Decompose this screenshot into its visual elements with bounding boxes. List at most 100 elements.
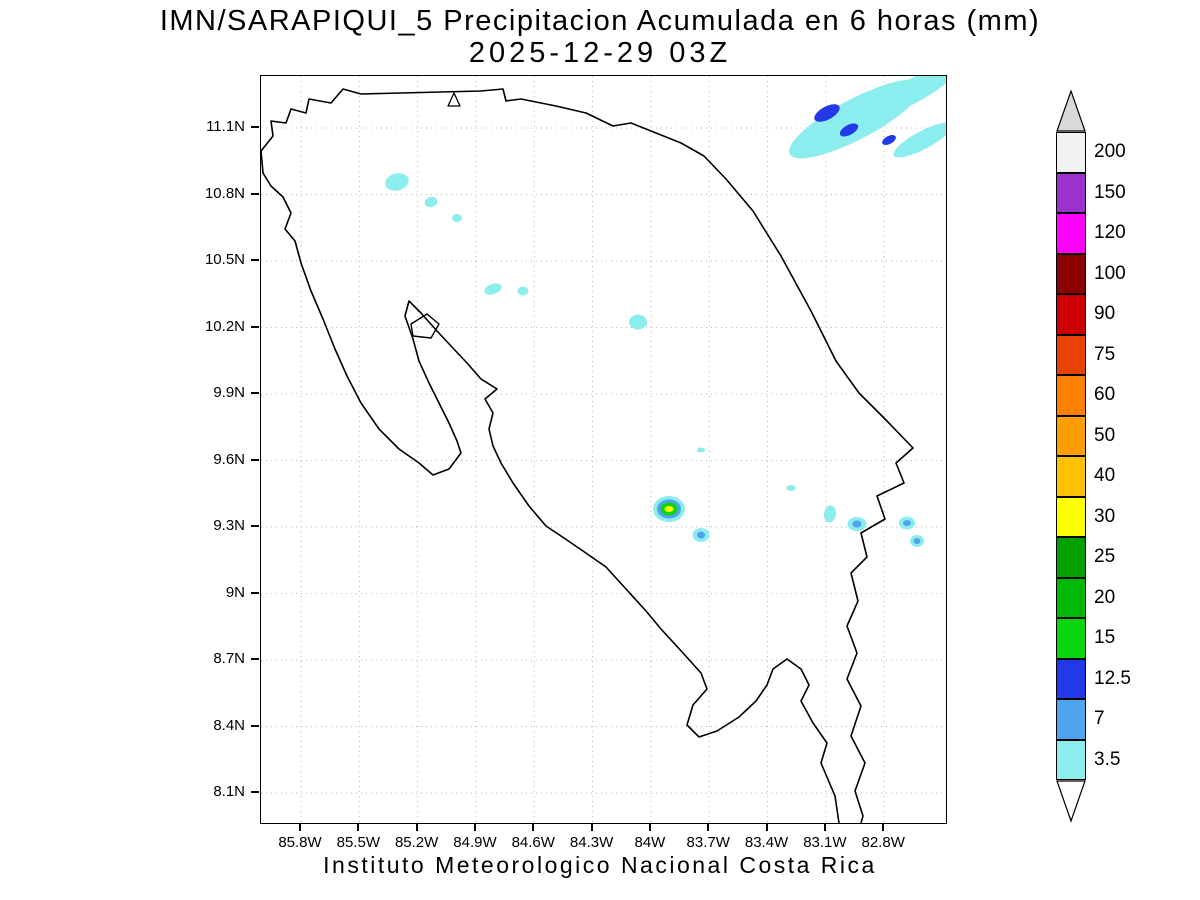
x-tick-label: 82.8W (861, 834, 905, 851)
x-axis-tick (765, 823, 768, 831)
colorbar-top-triangle (1056, 90, 1086, 132)
y-axis-tick (251, 724, 259, 727)
colorbar-cell-75 (1056, 334, 1086, 375)
colorbar-label: 150 (1094, 181, 1126, 203)
x-tick-label: 84W (634, 834, 666, 851)
colorbar-label: 120 (1094, 222, 1126, 244)
y-tick-label: 11.1N (206, 118, 245, 135)
colorbar-cell-200 (1056, 132, 1086, 173)
colorbar-label: 90 (1094, 303, 1116, 325)
x-tick-label: 83.4W (744, 834, 789, 851)
y-tick-label: 10.8N (204, 184, 245, 202)
colorbar-label: 15 (1094, 627, 1116, 649)
colorbar-label: 60 (1094, 384, 1116, 406)
y-tick-label: 9.9N (213, 384, 245, 402)
chart-subtitle: 2025-12-29 03Z (468, 37, 732, 69)
x-tick-label: 85.8W (278, 834, 322, 851)
colorbar-cell-20 (1056, 577, 1086, 618)
colorbar-cell-150 (1056, 172, 1086, 213)
colorbar-cell-100 (1056, 253, 1086, 294)
colorbar-label: 20 (1094, 586, 1116, 608)
precip-blob-level-3.5 (385, 173, 409, 191)
precip-blob-level-3.5 (823, 505, 837, 523)
y-axis-tick (251, 192, 259, 195)
y-tick-label: 9.3N (213, 517, 245, 535)
grid-layer (261, 76, 946, 823)
colorbar-label: 200 (1094, 141, 1126, 163)
y-axis-tick (251, 126, 259, 128)
colorbar-label: 25 (1094, 546, 1116, 568)
coastline-layer (261, 88, 914, 823)
y-tick-label: 8.7N (213, 650, 245, 668)
colorbar-label: 30 (1094, 505, 1116, 527)
precip-blob-level-12.5 (814, 104, 840, 122)
y-axis-tick (251, 791, 259, 794)
x-axis-tick (415, 823, 418, 831)
costa-rica-coastline (261, 88, 914, 823)
x-axis-tick (648, 823, 651, 831)
precip-blob-level-12.5 (882, 135, 896, 145)
colorbar-cell-7 (1056, 699, 1086, 740)
border-triangle-marker (447, 92, 461, 107)
isla-chira-outline (410, 313, 440, 339)
y-axis-tick (251, 658, 259, 661)
y-tick-label: 8.4N (213, 716, 245, 734)
y-axis-tick (251, 591, 259, 594)
colorbar-label: 50 (1094, 424, 1116, 446)
colorbar-cell-90 (1056, 294, 1086, 335)
precip-blob-level-7 (852, 520, 862, 528)
precipitation-layer (385, 76, 946, 547)
map-plot-area (260, 75, 947, 824)
x-tick-label: 84.6W (511, 834, 555, 851)
y-tick-label: 8.1N (213, 783, 245, 801)
y-tick-label: 10.5N (204, 251, 245, 269)
precip-blob-level-3.5 (786, 485, 796, 491)
precip-blob-level-3.5 (517, 286, 529, 296)
y-tick-label: 9.6N (213, 450, 245, 468)
x-axis-tick (473, 823, 476, 831)
x-tick-label: 85.2W (394, 834, 439, 851)
colorbar-label: 7 (1094, 708, 1105, 730)
precip-blob-level-3.5 (866, 76, 946, 118)
precip-blob-level-7 (697, 531, 705, 539)
colorbar-cell-3.5 (1056, 739, 1086, 780)
y-tick-label: 9N (225, 583, 245, 601)
y-axis-tick (251, 458, 259, 461)
x-tick-label: 83.7W (686, 834, 730, 851)
precip-blob-level-3.5 (893, 122, 946, 158)
colorbar-cell-40 (1056, 456, 1086, 497)
colorbar-bottom-triangle (1056, 780, 1086, 823)
colorbar-cell-120 (1056, 213, 1086, 254)
y-tick-label: 10.2N (204, 317, 245, 335)
precip-blob-level-3.5 (424, 196, 438, 208)
colorbar-cell-30 (1056, 496, 1086, 537)
x-axis-tick (299, 823, 301, 831)
precip-blob-level-7 (913, 538, 921, 544)
chart-title: IMN/SARAPIQUI_5 Precipitacion Acumulada … (159, 5, 1041, 37)
y-axis-tick (251, 325, 259, 328)
colorbar-cell-50 (1056, 415, 1086, 456)
precip-blob-level-3.5 (629, 314, 647, 330)
precip-blob-level-30 (664, 506, 674, 512)
x-tick-label: 85.5W (336, 834, 380, 851)
colorbar-label: 40 (1094, 465, 1116, 487)
colorbar-label: 75 (1094, 343, 1116, 365)
colorbar-cells (1056, 132, 1086, 780)
precip-blob-level-7 (903, 520, 911, 526)
x-tick-label: 84.3W (569, 834, 614, 851)
x-axis-tick (882, 823, 885, 831)
y-axis-tick (251, 525, 259, 528)
colorbar-label: 3.5 (1094, 748, 1121, 770)
x-tick-label: 84.9W (453, 834, 497, 851)
colorbar-cell-15 (1056, 618, 1086, 659)
precip-blob-level-3.5 (452, 214, 462, 222)
precip-blob-level-3.5 (484, 283, 502, 295)
x-axis-tick (823, 823, 826, 831)
x-axis-tick (357, 823, 360, 831)
precip-blob-level-12.5 (839, 123, 859, 137)
x-axis-tick (590, 823, 593, 831)
x-axis-tick (532, 823, 535, 831)
footer-attribution: Instituto Meteorologico Nacional Costa R… (323, 852, 877, 878)
x-tick-label: 83.1W (803, 834, 847, 851)
